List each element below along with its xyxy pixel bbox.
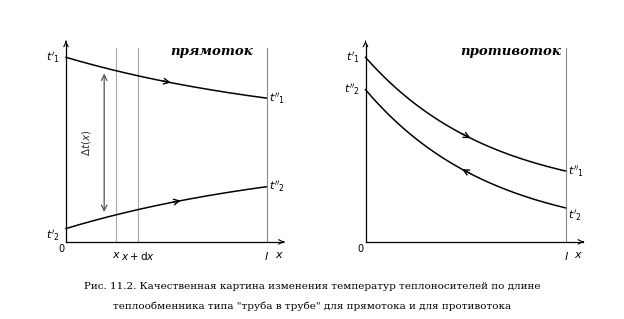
Text: $t''_2$: $t''_2$	[269, 179, 285, 194]
Text: теплообменника типа "труба в трубе" для прямотока и для противотока: теплообменника типа "труба в трубе" для …	[113, 301, 511, 311]
Text: Рис. 11.2. Качественная картина изменения температур теплоносителей по длине: Рис. 11.2. Качественная картина изменени…	[84, 282, 540, 291]
Text: $x+\mathrm{d}x$: $x+\mathrm{d}x$	[121, 250, 155, 263]
Text: $t'_1$: $t'_1$	[346, 50, 359, 65]
Text: прямоток: прямоток	[170, 45, 253, 58]
Text: $t'_2$: $t'_2$	[568, 208, 582, 223]
Text: $l$: $l$	[564, 250, 569, 263]
Text: 0: 0	[58, 244, 64, 255]
Text: $t''_1$: $t''_1$	[568, 164, 585, 179]
Text: 0: 0	[358, 244, 364, 255]
Text: $x$: $x$	[275, 250, 283, 260]
Text: $x$: $x$	[574, 250, 583, 260]
Text: $t'_2$: $t'_2$	[46, 228, 60, 243]
Text: $t''_1$: $t''_1$	[269, 91, 285, 106]
Text: $\Delta t(x)$: $\Delta t(x)$	[80, 130, 92, 156]
Text: $l$: $l$	[265, 250, 270, 263]
Text: противоток: противоток	[461, 45, 561, 58]
Text: $t''_2$: $t''_2$	[344, 82, 359, 97]
Text: $x$: $x$	[112, 250, 120, 260]
Text: $t'_1$: $t'_1$	[46, 50, 60, 65]
